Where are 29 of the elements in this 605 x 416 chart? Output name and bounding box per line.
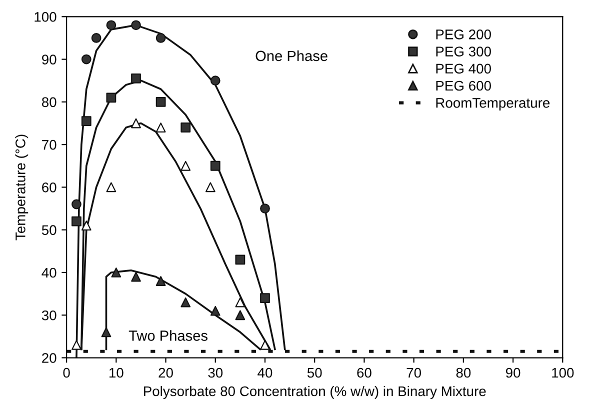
legend-label: RoomTemperature	[436, 98, 550, 111]
x-tick-label: 80	[456, 368, 471, 378]
x-tick-label: 90	[506, 368, 520, 378]
annotation: Two Phases	[128, 330, 208, 341]
x-tick-label: 20	[158, 368, 173, 378]
y-tick-label: 20	[42, 353, 56, 363]
y-tick-label: 100	[34, 12, 56, 22]
x-tick-label: 50	[307, 368, 322, 378]
x-tick-label: 70	[406, 368, 421, 378]
y-tick-label: 90	[42, 54, 56, 64]
x-tick-label: 30	[208, 368, 223, 378]
legend-label: PEG 300	[436, 46, 491, 56]
legend-label: PEG 400	[436, 64, 491, 74]
y-tick-label: 50	[42, 225, 56, 236]
y-tick-label: 80	[42, 97, 56, 108]
y-tick-label: 40	[42, 268, 56, 278]
y-axis-title: Temperature (°C)	[15, 134, 28, 240]
y-tick-label: 30	[42, 310, 56, 320]
legend-label: PEG 200	[436, 30, 491, 40]
x-axis-title: Polysorbate 80 Concentration (% w/w) in Binary Mixture	[144, 386, 486, 399]
y-tick-label: 70	[42, 140, 56, 150]
x-tick-label: 0	[63, 368, 70, 378]
x-tick-label: 60	[357, 368, 372, 378]
legend-label: PEG 600	[436, 80, 491, 91]
y-tick-label: 60	[42, 182, 56, 192]
x-tick-label: 10	[109, 368, 124, 378]
x-tick-label: 100	[552, 368, 574, 378]
annotation: One Phase	[256, 50, 328, 62]
x-tick-label: 40	[258, 368, 272, 378]
